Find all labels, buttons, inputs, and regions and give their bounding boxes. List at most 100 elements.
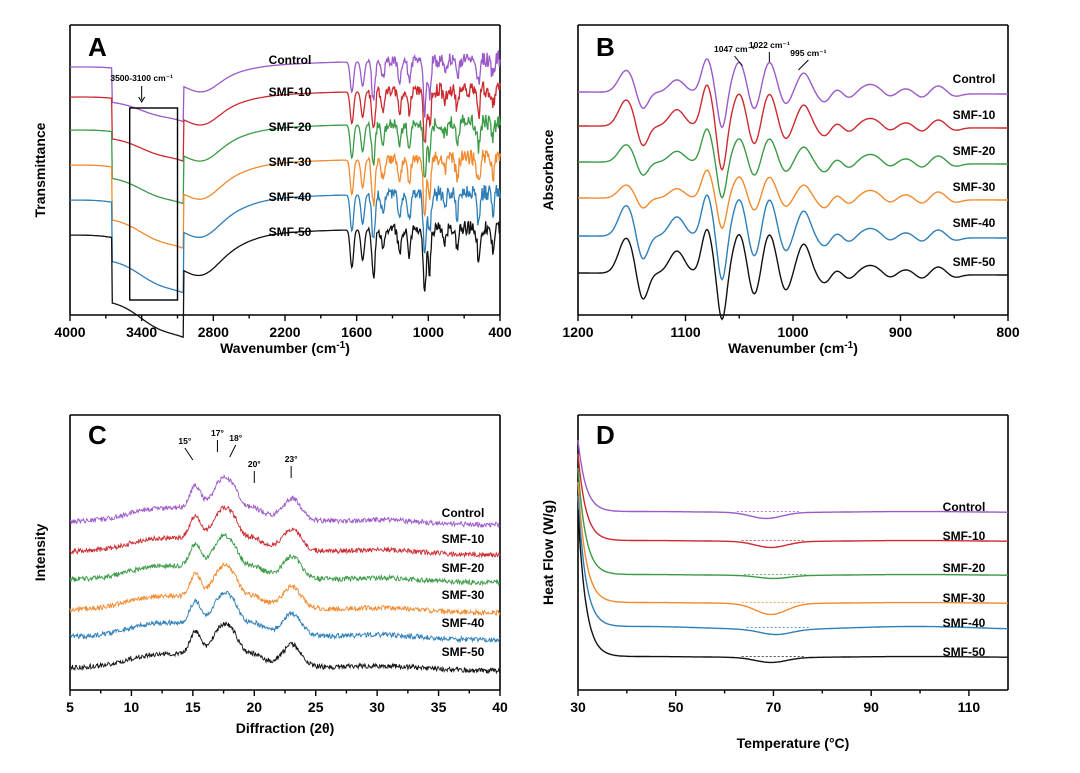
legend-label: SMF-10	[442, 532, 485, 546]
x-tick-label: 110	[958, 699, 981, 715]
x-tick-label: 70	[766, 699, 782, 715]
legend-label: SMF-50	[442, 645, 485, 659]
series-line-smf-40	[578, 194, 1008, 281]
series-line-smf-10	[69, 504, 501, 559]
series-line-control	[69, 474, 501, 529]
legend-label: SMF-10	[943, 529, 986, 543]
series-line-smf-40	[69, 590, 501, 644]
series-line-smf-10	[577, 453, 1008, 549]
annotation-label: 23°	[285, 454, 298, 464]
legend-label: Control	[953, 72, 996, 86]
panel-b-ftir-absorbance: 1200 1100 1000 900 800 Wavenumber (cm-1) Absor…	[540, 24, 1020, 356]
series-line-smf-30	[69, 562, 501, 617]
x-tick-label: 2800	[198, 324, 229, 340]
annotation-arrow	[798, 59, 809, 71]
legend-label: SMF-30	[943, 591, 986, 605]
legend-label: Control	[943, 500, 986, 514]
legend-label: SMF-40	[269, 190, 312, 204]
legend-label: SMF-40	[442, 616, 485, 630]
panel-letter: C	[88, 420, 107, 450]
x-tick-label: 1100	[670, 324, 701, 340]
x-tick-label: 400	[488, 324, 512, 340]
panel-c-xrd: 5 10 15 20 25 30 35 40 Diffraction (2θ) Intensity…	[32, 414, 508, 736]
series-line-control	[577, 439, 1008, 520]
legend-label: SMF-20	[269, 120, 312, 134]
legend-label: SMF-40	[943, 616, 986, 630]
x-tick-label: 1200	[562, 324, 593, 340]
legend-label: SMF-20	[442, 561, 485, 575]
series-line-smf-10	[70, 81, 501, 162]
series-line-smf-30	[577, 481, 1008, 616]
x-tick-label: 900	[889, 324, 913, 340]
panel-d-dsc: 30 50 70 90 110 Temperature (°C) Heat Flow (W/…	[540, 414, 1009, 751]
series-line-smf-20	[69, 533, 501, 587]
annotation-label: 18°	[229, 433, 242, 443]
y-axis-title: Heat Flow (W/g)	[540, 500, 556, 605]
annotation-arrow	[184, 447, 194, 461]
annotation-label: 17°	[211, 428, 224, 438]
x-tick-label: 40	[492, 699, 508, 715]
x-axis-title: Wavenumber (cm-1)	[728, 340, 858, 356]
legend-label: SMF-50	[943, 645, 986, 659]
annotation-label: 15°	[178, 436, 191, 446]
x-tick-label: 90	[863, 699, 879, 715]
x-tick-label: 25	[308, 699, 324, 715]
annotation-label: 995 cm⁻¹	[790, 48, 826, 58]
y-axis-title: Transmittance	[32, 122, 48, 217]
legend-label: SMF-30	[269, 155, 312, 169]
x-tick-label: 35	[431, 699, 447, 715]
x-axis-title: Temperature (°C)	[737, 735, 850, 751]
series-line-control	[578, 58, 1008, 129]
legend-label: SMF-20	[953, 144, 996, 158]
series-line-smf-30	[70, 149, 501, 250]
legend-label: SMF-10	[269, 85, 312, 99]
x-tick-label: 4000	[54, 324, 85, 340]
annotation-arrowhead	[138, 96, 146, 103]
panel-letter: D	[596, 420, 615, 450]
x-tick-label: 1000	[413, 324, 444, 340]
legend-label: SMF-40	[953, 216, 996, 230]
series-line-smf-40	[577, 495, 1009, 636]
series-line-smf-50	[69, 621, 501, 675]
x-tick-label: 30	[369, 699, 385, 715]
legend-label: SMF-30	[953, 180, 996, 194]
series-line-control	[70, 49, 501, 123]
x-tick-label: 1000	[777, 324, 808, 340]
series-line-smf-20	[577, 467, 1008, 580]
x-tick-label: 50	[668, 699, 684, 715]
x-tick-label: 800	[996, 324, 1020, 340]
annotation-arrow	[734, 55, 743, 67]
x-axis-title: Diffraction (2θ)	[236, 720, 335, 736]
series-line-smf-20	[578, 128, 1008, 199]
legend-label: Control	[442, 506, 485, 520]
x-tick-label: 30	[570, 699, 586, 715]
series-line-smf-50	[578, 228, 1008, 321]
x-tick-label: 20	[246, 699, 262, 715]
annotation-arrow	[229, 444, 237, 458]
y-axis-title: Intensity	[32, 524, 48, 582]
x-tick-label: 15	[185, 699, 201, 715]
x-axis-title: Wavenumber (cm-1)	[220, 340, 350, 356]
highlight-box	[129, 107, 179, 301]
series-line-smf-50	[70, 220, 501, 339]
x-tick-label: 10	[124, 699, 140, 715]
panel-a-ftir-transmittance: 4000 3400 2800 2200 1600 1000 400 Wavenumber (c…	[32, 24, 512, 356]
x-tick-label: 1600	[341, 324, 372, 340]
series-line-smf-30	[578, 169, 1008, 230]
x-tick-label: 3400	[126, 324, 157, 340]
series-line-smf-50	[577, 509, 1008, 664]
x-tick-label: 5	[66, 699, 74, 715]
series-line-smf-10	[578, 84, 1008, 171]
series-line-smf-40	[70, 184, 501, 294]
y-axis-title: Absorbance	[540, 129, 556, 210]
series-line-smf-20	[70, 114, 501, 205]
legend-label: SMF-50	[953, 255, 996, 269]
panel-letter: A	[88, 32, 107, 62]
legend-label: SMF-30	[442, 588, 485, 602]
legend-label: Control	[269, 53, 312, 67]
annotation-label: 20°	[248, 459, 261, 469]
annotation-label: 1047 cm⁻¹	[714, 44, 755, 54]
legend-label: SMF-10	[953, 108, 996, 122]
panel-letter: B	[596, 32, 615, 62]
